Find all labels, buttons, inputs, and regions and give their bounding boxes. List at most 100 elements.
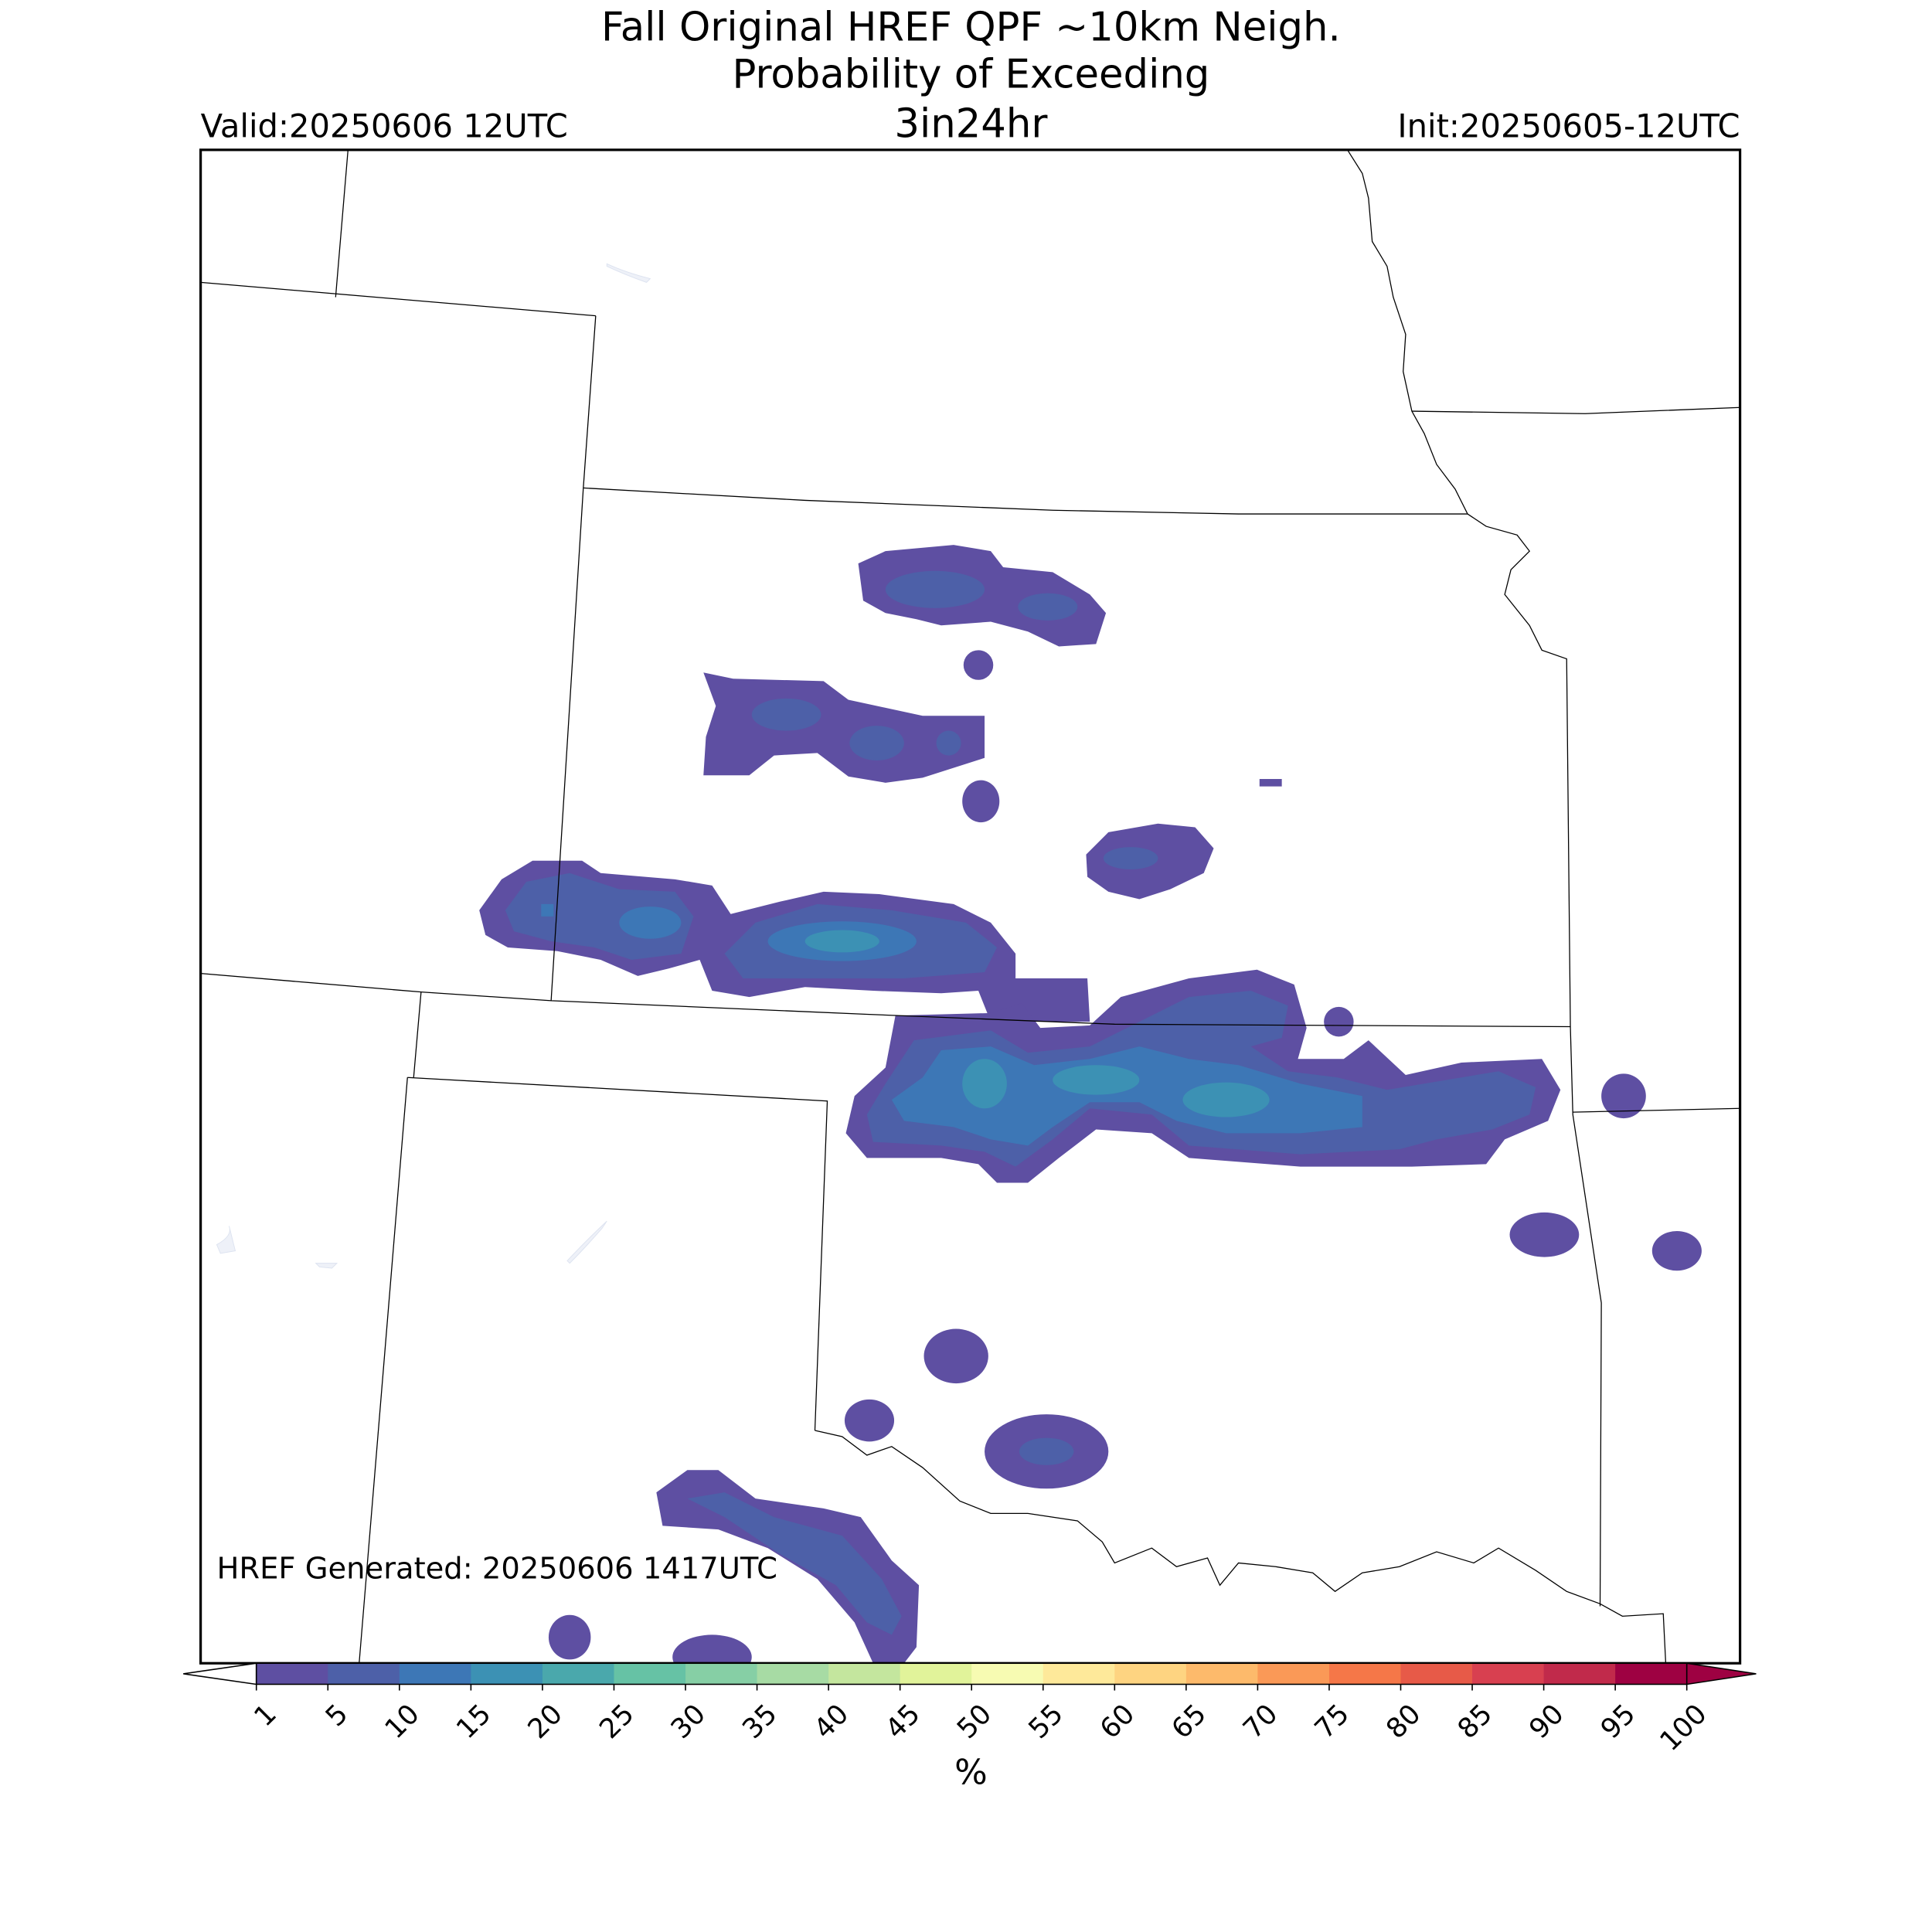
colorbar-bin — [1114, 1663, 1187, 1685]
colorbar-tick-label: 50 — [951, 1698, 998, 1745]
colorbar-tick-label: 55 — [1022, 1698, 1070, 1745]
colorbar-tick-label: 40 — [808, 1698, 855, 1745]
colorbar-tick-label: 1 — [248, 1698, 283, 1733]
generated-note: HREF Generated: 20250606 1417UTC — [216, 1552, 777, 1587]
border — [815, 1430, 1667, 1664]
colorbar-tick-label: 75 — [1308, 1698, 1355, 1745]
lake — [315, 1263, 338, 1269]
title-line: 3in24hr — [894, 100, 1048, 147]
field-area — [1018, 593, 1078, 621]
colorbar-bin — [256, 1663, 328, 1685]
colorbar-bin — [1043, 1663, 1115, 1685]
field-area — [672, 1634, 752, 1664]
colorbar-bin — [1257, 1663, 1330, 1685]
colorbar-tick-label: 95 — [1595, 1698, 1642, 1745]
field-area — [1509, 1212, 1580, 1257]
colorbar-bin — [971, 1663, 1044, 1685]
field-area — [962, 1059, 1007, 1109]
field-area — [541, 903, 554, 917]
title-line: Probability of Exceeding — [732, 51, 1209, 97]
field-area — [963, 650, 994, 680]
colorbar-bin — [1185, 1663, 1258, 1685]
colorbar-tick-label: 25 — [594, 1698, 641, 1745]
colorbar-bin — [757, 1663, 829, 1685]
colorbar-bin — [542, 1663, 614, 1685]
colorbar-tick-label: 90 — [1523, 1698, 1570, 1745]
colorbar-bin — [1400, 1663, 1473, 1685]
init-time: Init:20250605-12UTC — [1397, 107, 1740, 145]
map-frame — [199, 148, 1742, 1665]
colorbar-bin — [471, 1663, 543, 1685]
state-borders — [200, 149, 1740, 1664]
colorbar-tick-label: 45 — [879, 1698, 927, 1745]
field-area — [751, 698, 821, 731]
title-line: Fall Original HREF QPF ~10km Neigh. — [601, 4, 1341, 50]
colorbar-bin — [328, 1663, 400, 1685]
colorbar-tick-label: 70 — [1237, 1698, 1284, 1745]
colorbar-tick-label: 15 — [451, 1698, 498, 1745]
border — [1347, 149, 1602, 1607]
colorbar-over — [1685, 1662, 1757, 1685]
border — [200, 281, 596, 317]
field-area — [923, 1328, 988, 1384]
colorbar-bin — [1472, 1663, 1545, 1685]
colorbar-tick-label: 35 — [736, 1698, 784, 1745]
field-area — [1651, 1230, 1702, 1271]
colorbar-tick-label: 60 — [1094, 1698, 1141, 1745]
colorbar-bin — [1543, 1663, 1616, 1685]
colorbar-tick-label: 85 — [1451, 1698, 1498, 1745]
colorbar-tick-label: 65 — [1165, 1698, 1213, 1745]
colorbar-tick-label: 20 — [522, 1698, 569, 1745]
border — [200, 972, 1571, 1028]
colorbar: 1 5 10 15 20 25 30 35 40 45 50 55 60 65 70 75 80 85 90 95 10… — [183, 1662, 1757, 1757]
border — [359, 1077, 408, 1664]
border — [1411, 406, 1740, 414]
field-area — [687, 1492, 902, 1635]
colorbar-label: % — [954, 1751, 988, 1792]
field-area — [703, 672, 985, 783]
colorbar-bin — [399, 1663, 471, 1685]
field-area — [1019, 1437, 1074, 1465]
field-area — [885, 570, 985, 608]
field-area — [1259, 779, 1282, 787]
border — [1573, 1107, 1740, 1113]
colorbar-tick-label: 30 — [665, 1698, 712, 1745]
colorbar-tick-label: 10 — [379, 1698, 426, 1745]
field-area — [962, 780, 1000, 823]
field-area — [1324, 1006, 1354, 1037]
field-area — [1053, 1065, 1140, 1095]
field-area — [804, 930, 879, 953]
border — [583, 487, 1468, 515]
colorbar-tick-label: 80 — [1380, 1698, 1427, 1745]
valid-time: Valid:20250606 12UTC — [201, 107, 568, 145]
field-area — [844, 1399, 895, 1442]
field-area — [858, 545, 1107, 647]
border — [413, 992, 422, 1078]
field-area — [656, 1470, 920, 1664]
field-area — [548, 1614, 591, 1660]
map — [200, 149, 1740, 1664]
colorbar-bin — [1615, 1663, 1688, 1685]
colorbar-bin — [614, 1663, 686, 1685]
colorbar-bin — [1328, 1663, 1401, 1685]
field-area — [936, 730, 961, 756]
border — [407, 1077, 828, 1430]
colorbar-bin — [685, 1663, 758, 1685]
field-area — [619, 906, 682, 939]
lake — [606, 263, 651, 283]
field-area — [891, 1046, 1362, 1146]
colorbar-tick-label: 100 — [1654, 1698, 1713, 1757]
lake — [566, 1220, 607, 1264]
colorbar-frame — [255, 1662, 1688, 1685]
field-area — [1182, 1082, 1270, 1117]
field-area — [1601, 1073, 1646, 1119]
border — [335, 149, 349, 298]
colorbar-tick-label: 5 — [319, 1698, 354, 1733]
lake — [216, 1226, 236, 1254]
colorbar-bin — [828, 1663, 901, 1685]
field-area — [1103, 847, 1158, 869]
colorbar-bin — [900, 1663, 972, 1685]
field-area — [849, 726, 904, 760]
